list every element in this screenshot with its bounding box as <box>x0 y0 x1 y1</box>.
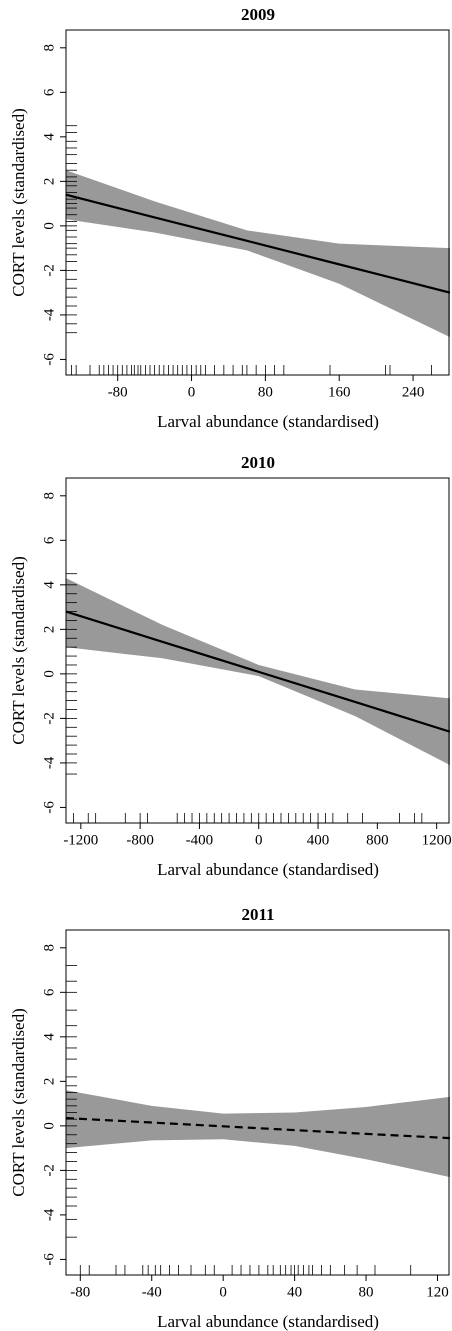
x-tick-label: 160 <box>328 384 351 400</box>
chart-title: 2011 <box>241 905 274 924</box>
x-tick-label: 80 <box>258 384 273 400</box>
x-axis-label: Larval abundance (standardised) <box>157 1312 379 1331</box>
y-tick-label: -4 <box>41 308 57 321</box>
y-tick-label: 4 <box>41 133 57 141</box>
x-tick-label: -80 <box>70 1284 90 1300</box>
y-tick-label: 0 <box>41 1122 57 1130</box>
x-axis-label: Larval abundance (standardised) <box>157 860 379 879</box>
x-tick-label: 800 <box>366 832 389 848</box>
y-tick-label: 2 <box>41 1078 57 1086</box>
x-tick-label: 240 <box>402 384 425 400</box>
y-axis-label: CORT levels (standardised) <box>9 108 28 296</box>
confidence-band <box>66 170 450 338</box>
x-tick-label: 400 <box>307 832 330 848</box>
fit-line <box>66 193 450 294</box>
chart-title: 2010 <box>241 453 275 472</box>
y-axis-label: CORT levels (standardised) <box>9 1008 28 1196</box>
y-tick-label: -4 <box>41 1208 57 1221</box>
plot-box <box>65 477 450 824</box>
x-tick-label: -40 <box>142 1284 162 1300</box>
y-tick-label: 0 <box>41 222 57 230</box>
plot-box <box>65 29 450 376</box>
y-tick-label: -6 <box>41 801 57 814</box>
y-tick-label: 8 <box>41 44 57 52</box>
y-tick-label: 2 <box>41 626 57 634</box>
y-tick-label: -6 <box>41 353 57 366</box>
fit-line <box>66 610 450 733</box>
y-tick-label: 2 <box>41 178 57 186</box>
x-tick-label: -800 <box>126 832 154 848</box>
x-tick-label: 0 <box>219 1284 227 1300</box>
y-tick-label: -2 <box>41 712 57 725</box>
y-tick-label: 8 <box>41 492 57 500</box>
y-tick-label: -4 <box>41 756 57 769</box>
x-tick-label: -400 <box>186 832 214 848</box>
x-tick-label: 40 <box>287 1284 302 1300</box>
x-tick-label: 1200 <box>422 832 452 848</box>
y-tick-label: 6 <box>41 88 57 96</box>
y-tick-label: -2 <box>41 264 57 277</box>
y-tick-label: 0 <box>41 670 57 678</box>
x-tick-label: -80 <box>108 384 128 400</box>
confidence-band <box>66 1090 450 1178</box>
y-tick-label: 6 <box>41 988 57 996</box>
y-tick-label: 8 <box>41 944 57 952</box>
y-tick-label: 6 <box>41 536 57 544</box>
x-tick-label: -1200 <box>63 832 98 848</box>
x-axis-label: Larval abundance (standardised) <box>157 412 379 431</box>
x-tick-label: 0 <box>188 384 196 400</box>
y-tick-label: -6 <box>41 1253 57 1266</box>
y-axis-label: CORT levels (standardised) <box>9 556 28 744</box>
y-tick-label: 4 <box>41 1033 57 1041</box>
y-tick-label: -2 <box>41 1164 57 1177</box>
fit-line <box>66 1116 450 1140</box>
chart-title: 2009 <box>241 5 275 24</box>
y-tick-label: 4 <box>41 581 57 589</box>
x-tick-label: 120 <box>426 1284 449 1300</box>
plot-box <box>65 929 450 1276</box>
x-tick-label: 0 <box>255 832 263 848</box>
x-tick-label: 80 <box>359 1284 374 1300</box>
